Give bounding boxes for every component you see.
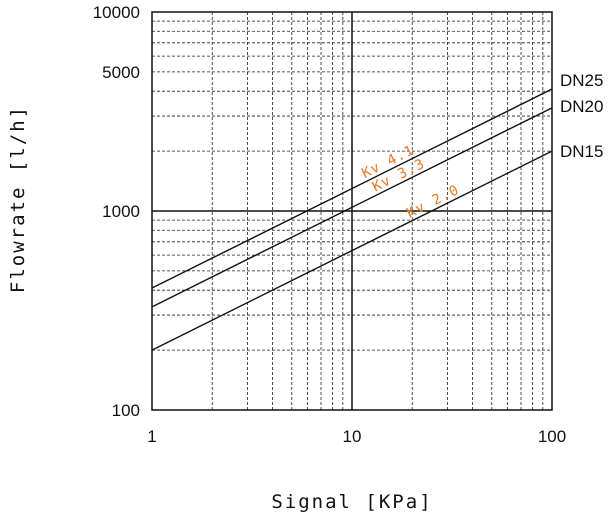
series-lines [151,88,553,351]
x-tick-label: 10 [343,427,362,446]
series-label-dn15: DN15 [560,142,603,161]
x-axis-title: Signal [KPa] [271,491,432,513]
x-tick-labels: 1 10 100 [147,427,566,446]
kv-annotations: Kv 4.1Kv 3.3Kv 2.0 [359,142,462,221]
series-line-dn15 [151,150,553,351]
series-line-dn25 [151,88,553,289]
series-label-dn20: DN20 [560,97,603,116]
series-label-dn25: DN25 [560,71,603,90]
y-tick-labels: 100 1000 5000 10000 [93,3,140,420]
x-tick-label: 1 [147,427,156,446]
kv-annotation-dn15: Kv 2.0 [404,182,462,222]
series-line-dn20 [151,107,553,308]
y-tick-label: 100 [112,401,140,420]
series-labels: DN25 DN20 DN15 [560,71,603,161]
y-tick-label: 5000 [102,63,140,82]
y-axis-title: Flowrate [l/h] [7,105,29,293]
major-grid-lines [152,12,552,410]
y-tick-label: 10000 [93,3,140,22]
y-tick-label: 1000 [102,202,140,221]
x-tick-label: 100 [538,427,566,446]
